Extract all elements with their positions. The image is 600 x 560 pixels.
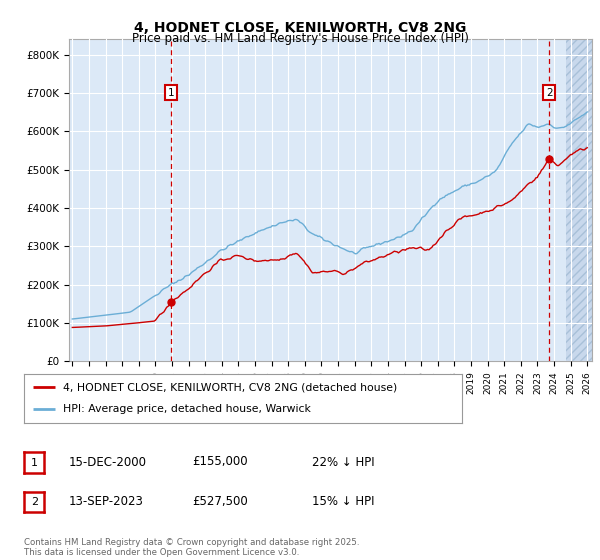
Text: HPI: Average price, detached house, Warwick: HPI: Average price, detached house, Warw…	[64, 404, 311, 414]
Text: 4, HODNET CLOSE, KENILWORTH, CV8 2NG (detached house): 4, HODNET CLOSE, KENILWORTH, CV8 2NG (de…	[64, 382, 398, 393]
Text: Contains HM Land Registry data © Crown copyright and database right 2025.
This d: Contains HM Land Registry data © Crown c…	[24, 538, 359, 557]
Text: 15-DEC-2000: 15-DEC-2000	[69, 455, 147, 469]
Bar	[566, 39, 592, 361]
Text: 15% ↓ HPI: 15% ↓ HPI	[312, 494, 374, 508]
Text: 2: 2	[546, 88, 553, 98]
Text: 13-SEP-2023: 13-SEP-2023	[69, 494, 144, 508]
Text: 4, HODNET CLOSE, KENILWORTH, CV8 2NG: 4, HODNET CLOSE, KENILWORTH, CV8 2NG	[134, 21, 466, 35]
Text: 2: 2	[31, 497, 38, 507]
Text: 22% ↓ HPI: 22% ↓ HPI	[312, 455, 374, 469]
Text: 1: 1	[31, 458, 38, 468]
Text: £155,000: £155,000	[192, 455, 248, 469]
Text: Price paid vs. HM Land Registry's House Price Index (HPI): Price paid vs. HM Land Registry's House …	[131, 32, 469, 45]
Text: £527,500: £527,500	[192, 494, 248, 508]
Bar	[566, 39, 592, 361]
Text: 1: 1	[168, 88, 175, 98]
